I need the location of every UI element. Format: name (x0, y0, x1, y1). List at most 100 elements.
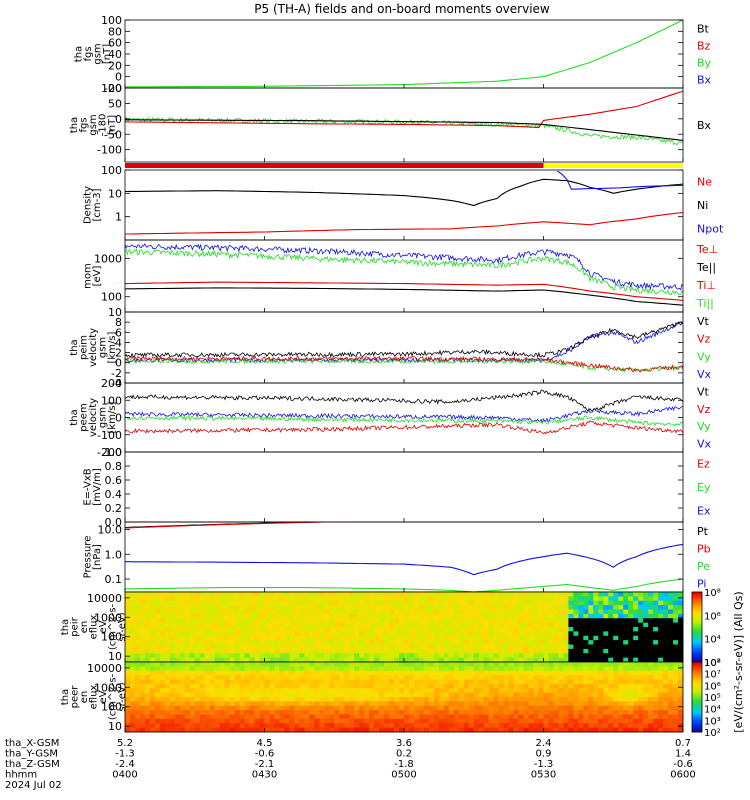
heatmap-cell (199, 640, 206, 645)
colorbar-cell (692, 685, 702, 689)
heatmap-cell (483, 627, 490, 632)
heatmap-cell (404, 688, 410, 694)
heatmap-cell (289, 635, 295, 641)
heatmap-cell (139, 609, 146, 615)
heatmap-cell (518, 644, 524, 650)
heatmap-cell (394, 670, 400, 676)
heatmap-cell (478, 675, 485, 680)
heatmap-cell (219, 609, 226, 615)
heatmap-cell (404, 613, 410, 619)
heatmap-cell (678, 662, 684, 667)
heatmap-cell (618, 697, 624, 702)
heatmap-cell (349, 627, 355, 632)
heatmap-cell (588, 675, 594, 680)
heatmap-cell (568, 679, 574, 685)
heatmap-cell (359, 727, 365, 733)
heatmap-cell (538, 705, 544, 711)
heatmap-cell (553, 714, 559, 720)
heatmap-cell (249, 723, 255, 729)
heatmap-cell (673, 666, 679, 672)
heatmap-cell (663, 627, 669, 632)
heatmap-cell (354, 710, 360, 715)
heatmap-cell (329, 596, 335, 602)
heatmap-cell (463, 653, 470, 659)
heatmap-cell (374, 705, 380, 711)
heatmap-cell (279, 600, 285, 606)
heatmap-cell (144, 657, 151, 663)
heatmap-cell (144, 723, 151, 729)
heatmap-cell (533, 718, 539, 724)
heatmap-cell (324, 683, 330, 689)
heatmap-cell (319, 596, 325, 602)
heatmap-cell (299, 688, 305, 694)
heatmap-cell (274, 640, 280, 645)
heatmap-cell (648, 627, 654, 632)
heatmap-cell (289, 710, 295, 715)
heatmap-cell (648, 705, 654, 711)
heatmap-cell (179, 675, 186, 680)
heatmap-cell (209, 648, 216, 654)
heatmap-cell (389, 596, 395, 602)
heatmap-cell (254, 679, 260, 685)
heatmap-cell (224, 692, 231, 698)
heatmap-cell (159, 723, 166, 729)
heatmap-cell (259, 609, 265, 615)
heatmap-cell (513, 701, 519, 707)
heatmap-cell (618, 666, 624, 672)
heatmap-cell (498, 675, 505, 680)
heatmap-cell (523, 635, 529, 641)
heatmap-cell (319, 714, 325, 720)
heatmap-cell (354, 701, 360, 707)
heatmap-cell (304, 657, 310, 663)
heatmap-cell (608, 718, 614, 724)
heatmap-cell (369, 618, 375, 624)
heatmap-cell (244, 600, 250, 606)
heatmap-cell (344, 727, 350, 733)
heatmap-cell (264, 640, 270, 645)
heatmap-cell (334, 605, 340, 610)
heatmap-cell (648, 679, 654, 685)
heatmap-cell (354, 613, 360, 619)
heatmap-cell (433, 718, 440, 724)
heatmap-cell (468, 640, 475, 645)
heatmap-cell (199, 701, 206, 707)
heatmap-cell (453, 718, 460, 724)
heatmap-cell (404, 723, 410, 729)
heatmap-cell (364, 631, 370, 637)
heatmap-cell (513, 648, 519, 654)
heatmap-cell (139, 618, 146, 624)
colorbar-cell (692, 617, 702, 621)
heatmap-cell (184, 683, 191, 689)
heatmap-cell (638, 618, 644, 624)
legend-label: Te|| (696, 261, 716, 274)
y-axis-label: peim (79, 335, 90, 360)
heatmap-cell (294, 679, 300, 685)
heatmap-cell (319, 670, 325, 676)
heatmap-cell (428, 705, 435, 711)
heatmap-cell (319, 644, 325, 650)
heatmap-cell (493, 679, 500, 685)
heatmap-cell (344, 592, 350, 597)
heatmap-cell (144, 635, 151, 641)
heatmap-cell (568, 613, 574, 619)
heatmap-cell (214, 683, 221, 689)
heatmap-cell (309, 657, 315, 663)
heatmap-cell (369, 600, 375, 606)
heatmap-cell (443, 631, 450, 637)
heatmap-cell (214, 701, 221, 707)
heatmap-cell (513, 631, 519, 637)
heatmap-cell (603, 618, 609, 624)
heatmap-cell (568, 653, 574, 659)
heatmap-cell (598, 635, 604, 641)
heatmap-cell (299, 605, 305, 610)
heatmap-cell (458, 683, 465, 689)
heatmap-cell (428, 644, 435, 650)
heatmap-cell (668, 662, 674, 667)
heatmap-cell (458, 679, 465, 685)
heatmap-cell (638, 644, 644, 650)
heatmap-cell (249, 697, 255, 702)
heatmap-cell (648, 592, 654, 597)
heatmap-cell (633, 714, 639, 720)
heatmap-cell (269, 701, 275, 707)
heatmap-cell (643, 714, 649, 720)
